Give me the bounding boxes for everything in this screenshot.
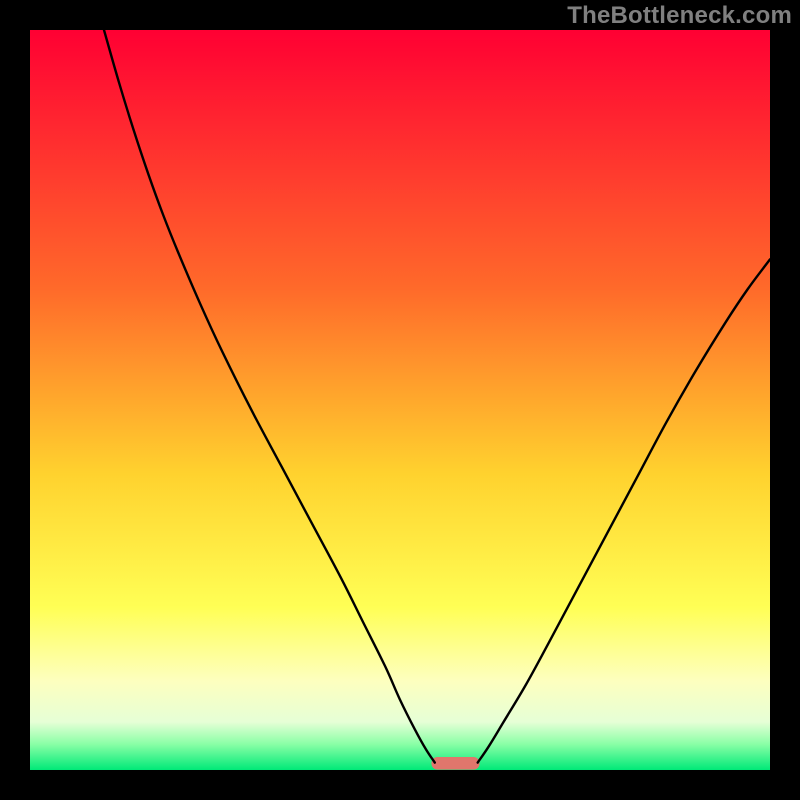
- plot-background: [30, 30, 770, 770]
- bottleneck-curve-chart: [0, 0, 800, 800]
- chart-canvas: TheBottleneck.com: [0, 0, 800, 800]
- bottleneck-marker: [431, 757, 479, 770]
- watermark-label: TheBottleneck.com: [567, 2, 792, 30]
